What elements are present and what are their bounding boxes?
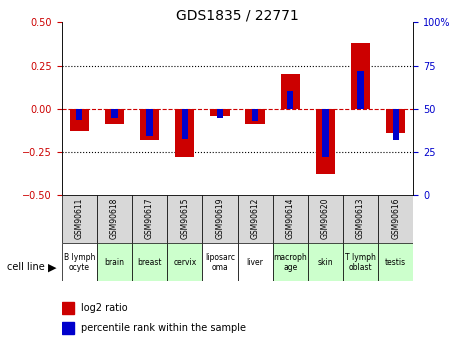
Text: macroph
age: macroph age	[273, 253, 307, 272]
Bar	[273, 243, 308, 281]
Bar	[252, 109, 258, 121]
Text: brain: brain	[104, 258, 124, 267]
Bar	[70, 109, 89, 131]
Bar	[132, 243, 167, 281]
Bar	[308, 195, 343, 243]
Bar	[316, 109, 335, 174]
Bar	[238, 243, 273, 281]
Bar	[386, 109, 405, 133]
Text: GSM90619: GSM90619	[216, 197, 224, 239]
Text: GSM90614: GSM90614	[286, 197, 294, 239]
Text: ▶: ▶	[48, 263, 56, 272]
Text: T lymph
oblast: T lymph oblast	[345, 253, 376, 272]
Bar	[281, 74, 300, 109]
Bar	[238, 195, 273, 243]
Text: GSM90611: GSM90611	[75, 197, 84, 239]
Bar	[97, 243, 132, 281]
Bar	[167, 243, 202, 281]
Bar	[181, 109, 188, 139]
Bar	[62, 322, 74, 334]
Bar	[217, 109, 223, 118]
Text: GSM90618: GSM90618	[110, 197, 119, 239]
Text: GSM90620: GSM90620	[321, 197, 330, 239]
Bar	[202, 243, 238, 281]
Bar	[97, 195, 132, 243]
Bar	[62, 195, 97, 243]
Bar	[378, 195, 413, 243]
Text: percentile rank within the sample: percentile rank within the sample	[81, 323, 246, 333]
Bar	[322, 109, 329, 157]
Bar	[287, 91, 294, 109]
Bar	[210, 109, 229, 116]
Bar	[246, 109, 265, 124]
Text: cervix: cervix	[173, 258, 196, 267]
Bar	[132, 195, 167, 243]
Bar	[378, 243, 413, 281]
Bar	[76, 109, 83, 120]
Text: liposarc
oma: liposarc oma	[205, 253, 235, 272]
Text: skin: skin	[318, 258, 333, 267]
Text: testis: testis	[385, 258, 406, 267]
Bar	[357, 71, 364, 109]
Text: GSM90617: GSM90617	[145, 197, 154, 239]
Bar	[175, 109, 194, 157]
Text: cell line: cell line	[7, 263, 45, 272]
Bar	[140, 109, 159, 140]
Text: log2 ratio: log2 ratio	[81, 303, 128, 313]
Bar	[62, 302, 74, 314]
Bar	[167, 195, 202, 243]
Bar	[392, 109, 399, 140]
Text: B lymph
ocyte: B lymph ocyte	[64, 253, 95, 272]
Bar	[343, 195, 378, 243]
Text: GSM90616: GSM90616	[391, 197, 400, 239]
Text: GSM90613: GSM90613	[356, 197, 365, 239]
Text: liver: liver	[247, 258, 264, 267]
Bar	[273, 195, 308, 243]
Text: breast: breast	[137, 258, 162, 267]
Bar	[105, 109, 124, 124]
Bar	[308, 243, 343, 281]
Text: GSM90612: GSM90612	[251, 197, 259, 239]
Text: GDS1835 / 22771: GDS1835 / 22771	[176, 9, 299, 23]
Bar	[146, 109, 153, 136]
Bar	[111, 109, 118, 118]
Bar	[62, 243, 97, 281]
Bar	[343, 243, 378, 281]
Bar	[351, 43, 370, 109]
Bar	[202, 195, 238, 243]
Text: GSM90615: GSM90615	[180, 197, 189, 239]
